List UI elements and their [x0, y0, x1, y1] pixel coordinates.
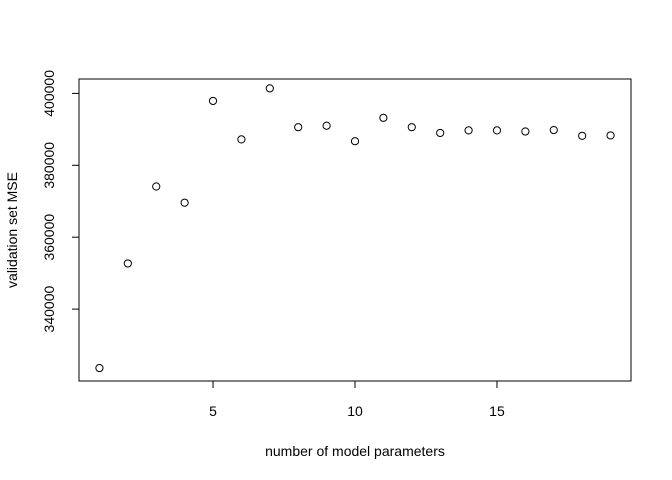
plot-frame	[78, 78, 632, 382]
y-tick-label: 340000	[41, 286, 57, 333]
data-point	[521, 127, 530, 136]
y-tick-label: 400000	[41, 70, 57, 117]
data-point	[464, 126, 473, 135]
data-point	[180, 198, 189, 207]
data-point	[350, 137, 360, 146]
x-axis-label: number of model parameters	[265, 443, 445, 459]
data-point	[208, 96, 218, 106]
data-point	[549, 125, 558, 135]
y-axis-label: validation set MSE	[4, 172, 20, 288]
data-point	[606, 131, 615, 140]
data-points	[95, 84, 615, 373]
data-point	[237, 135, 246, 144]
data-point	[436, 128, 445, 138]
x-axis: 5 10 15	[209, 380, 505, 419]
data-point	[379, 113, 388, 122]
x-tick-label: 15	[489, 403, 505, 419]
data-point	[265, 84, 274, 93]
data-point	[123, 259, 132, 268]
data-point	[578, 131, 587, 140]
data-point	[294, 123, 303, 132]
x-tick-label: 10	[347, 403, 363, 419]
data-point	[152, 182, 161, 191]
data-point	[407, 123, 416, 132]
y-tick-label: 380000	[41, 142, 57, 189]
data-point	[95, 363, 104, 373]
y-tick-label: 360000	[41, 214, 57, 261]
x-tick-label: 5	[209, 403, 217, 419]
y-axis: 340000 360000 380000 400000	[41, 70, 80, 333]
data-point	[322, 121, 331, 130]
data-point	[492, 126, 502, 135]
